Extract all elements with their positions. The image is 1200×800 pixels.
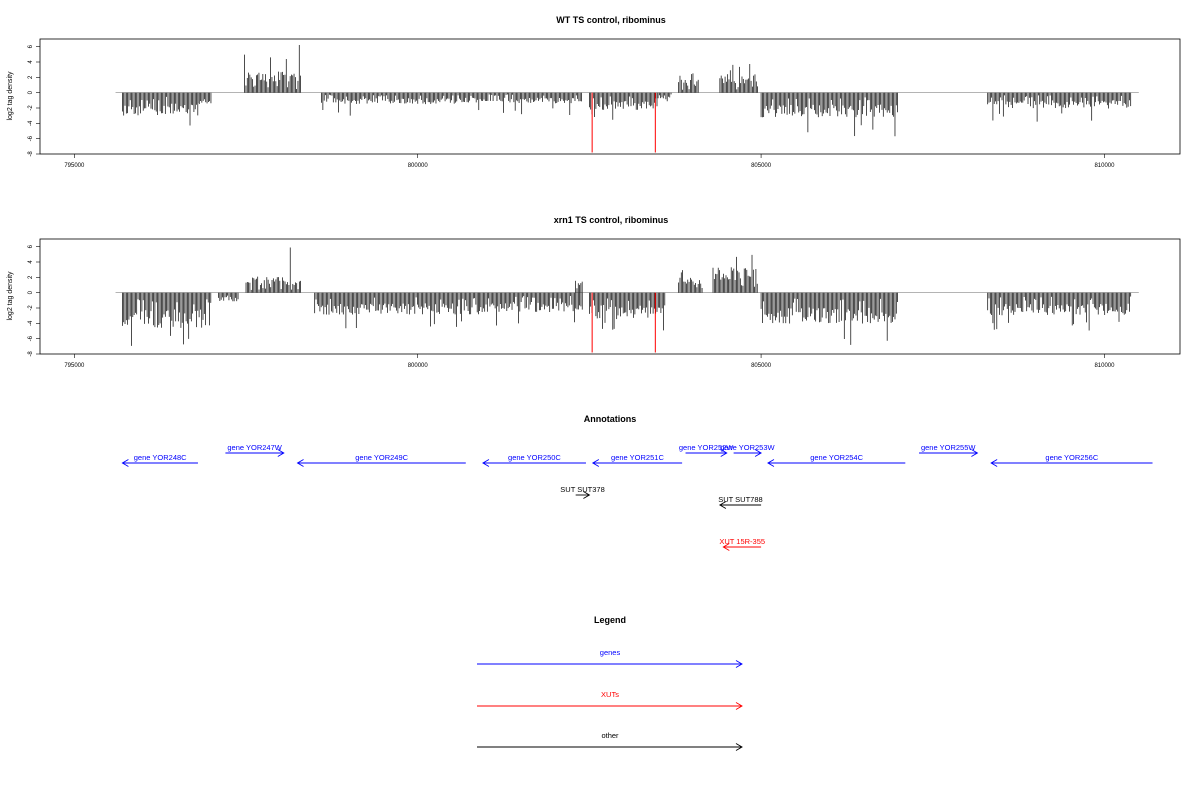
wt-plot-frame xyxy=(39,38,1181,155)
xrn1-x-axis: 795000 800000 805000 810000 xyxy=(64,354,1115,369)
annotation-arrowhead xyxy=(767,459,775,467)
annotation-feature: gene YOR252W xyxy=(679,443,734,457)
xrn1-bars xyxy=(115,247,1139,353)
wt-y-tick-label: 6 xyxy=(28,44,34,48)
wt-y-tick-label: -6 xyxy=(28,135,34,141)
annotation-label: gene YOR254C xyxy=(810,453,863,462)
annotation-label: gene YOR248C xyxy=(134,453,187,462)
xrn1-y-tick-label: 6 xyxy=(28,244,34,248)
wt-density-panel: WT TS control, ribominus log2 tag densit… xyxy=(7,15,1181,169)
wt-y-tick-label: -2 xyxy=(28,105,34,111)
xrn1-y-tick-label: 0 xyxy=(28,290,34,294)
legend: Legend genes XUTs other xyxy=(477,615,743,751)
wt-x-tick-label: 795000 xyxy=(64,163,85,169)
wt-x-tick-label: 805000 xyxy=(751,163,772,169)
annotation-label: SUT SUT378 xyxy=(560,485,604,494)
wt-y-tick-label: -4 xyxy=(28,120,34,126)
annotations-track: Annotations gene YOR248C gene YOR247W gene… xyxy=(121,414,1153,551)
xrn1-y-tick-label: 4 xyxy=(28,260,34,264)
annotation-label: gene YOR249C xyxy=(355,453,408,462)
xrn1-y-tick-label: -4 xyxy=(28,320,34,326)
wt-y-tick-label: 4 xyxy=(28,60,34,64)
annotation-feature: gene YOR247W xyxy=(225,443,285,457)
annotation-label: gene YOR247W xyxy=(227,443,282,452)
wt-x-axis: 795000 800000 805000 810000 xyxy=(64,154,1115,169)
xrn1-x-tick-label: 810000 xyxy=(1094,363,1115,369)
xrn1-plot-frame xyxy=(39,238,1181,355)
annotation-feature: XUT 15R-355 xyxy=(719,537,765,551)
xrn1-y-tick-label: 2 xyxy=(28,275,34,279)
legend-item: XUTs xyxy=(477,690,743,710)
annotation-arrowhead xyxy=(277,449,285,457)
annotation-label: gene YOR250C xyxy=(508,453,561,462)
xrn1-x-tick-label: 795000 xyxy=(64,363,85,369)
annotation-feature: gene YOR251C xyxy=(591,453,683,467)
legend-item-label: XUTs xyxy=(601,690,619,699)
xrn1-x-tick-label: 800000 xyxy=(408,363,429,369)
xrn1-y-tick-label: -2 xyxy=(28,305,34,311)
annotation-feature: gene YOR256C xyxy=(990,453,1153,467)
wt-x-tick-label: 810000 xyxy=(1094,163,1115,169)
wt-y-tick-label: 2 xyxy=(28,75,34,79)
annotation-label: gene YOR252W xyxy=(679,443,734,452)
legend-item-label: genes xyxy=(600,648,621,657)
annotation-arrowhead xyxy=(971,449,979,457)
legend-item: other xyxy=(477,731,743,751)
legend-item-label: other xyxy=(601,731,619,740)
wt-bars xyxy=(115,44,1139,153)
annotation-arrowhead xyxy=(482,459,490,467)
annotations-title: Annotations xyxy=(584,414,637,424)
legend-item-arrowhead xyxy=(735,660,743,668)
annotation-feature: SUT SUT378 xyxy=(560,485,605,499)
xrn1-y-tick-label: -6 xyxy=(28,335,34,341)
annotation-feature: gene YOR253W xyxy=(720,443,776,457)
wt-panel-title: WT TS control, ribominus xyxy=(556,15,666,25)
annotation-arrowhead xyxy=(121,459,129,467)
annotation-arrowhead xyxy=(718,501,727,509)
legend-title: Legend xyxy=(594,615,626,625)
wt-x-tick-label: 800000 xyxy=(408,163,429,169)
annotation-label: gene YOR253W xyxy=(720,443,775,452)
annotation-arrowhead xyxy=(990,459,998,467)
annotation-label: XUT 15R-355 xyxy=(719,537,765,546)
xrn1-panel-title: xrn1 TS control, ribominus xyxy=(554,215,669,225)
annotation-label: gene YOR255W xyxy=(921,443,976,452)
annotation-arrowhead xyxy=(591,459,600,467)
xrn1-y-axis: -8 -6 -4 -2 0 2 4 6 xyxy=(28,244,40,357)
annotation-label: gene YOR256C xyxy=(1045,453,1098,462)
legend-item-arrowhead xyxy=(735,702,743,710)
xrn1-x-tick-label: 805000 xyxy=(751,363,772,369)
wt-y-tick-label: -8 xyxy=(28,151,34,157)
annotation-arrowhead xyxy=(583,491,591,499)
annotation-feature: SUT SUT788 xyxy=(718,495,763,509)
annotation-label: SUT SUT788 xyxy=(718,495,762,504)
annotation-arrowhead xyxy=(722,543,730,551)
legend-item: genes xyxy=(477,648,743,668)
annotation-arrowhead xyxy=(754,449,762,457)
xrn1-y-tick-label: -8 xyxy=(28,351,34,357)
annotation-feature: gene YOR254C xyxy=(767,453,906,467)
xrn1-density-panel: xrn1 TS control, ribominus log2 tag dens… xyxy=(7,215,1181,369)
annotation-feature: gene YOR255W xyxy=(919,443,979,457)
annotation-feature: gene YOR249C xyxy=(296,453,466,467)
legend-item-arrowhead xyxy=(735,743,743,751)
annotation-feature: gene YOR250C xyxy=(482,453,586,467)
annotation-label: gene YOR251C xyxy=(611,453,664,462)
wt-y-axis-label: log2 tag density xyxy=(7,71,14,121)
wt-y-tick-label: 0 xyxy=(28,90,34,94)
xrn1-y-axis-label: log2 tag density xyxy=(7,271,14,321)
wt-y-axis: -8 -6 -4 -2 0 2 4 6 xyxy=(28,44,40,157)
annotation-feature: gene YOR248C xyxy=(121,453,198,467)
annotation-arrowhead xyxy=(296,459,304,467)
annotation-arrowhead xyxy=(720,449,728,457)
